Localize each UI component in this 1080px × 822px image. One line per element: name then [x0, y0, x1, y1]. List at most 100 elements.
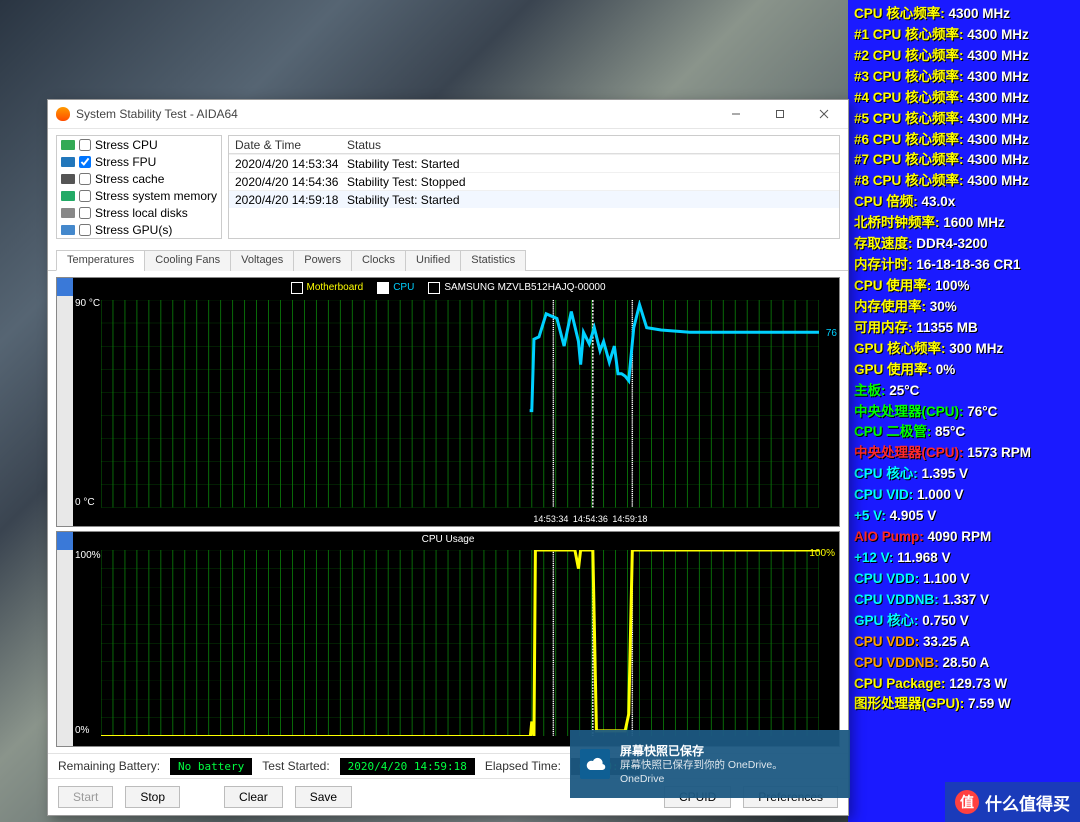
osd-row: CPU 使用率: 100% — [854, 276, 1074, 297]
onedrive-icon — [580, 749, 610, 779]
osd-row: +12 V: 11.968 V — [854, 548, 1074, 569]
stress-label: Stress FPU — [95, 155, 156, 169]
log-header[interactable]: Date & Time — [235, 138, 347, 152]
osd-row: CPU 二极管: 85°C — [854, 422, 1074, 443]
x-marker-label: 14:53:34 — [533, 514, 568, 524]
stress-options: Stress CPU Stress FPU Stress cache Stress s… — [56, 135, 222, 239]
legend-item[interactable]: CPU — [377, 282, 414, 294]
usage-min: 0% — [75, 725, 89, 736]
osd-row: CPU VDDNB: 1.337 V — [854, 590, 1074, 611]
osd-row: 存取速度: DDR4-3200 — [854, 234, 1074, 255]
osd-row: #5 CPU 核心频率: 4300 MHz — [854, 109, 1074, 130]
osd-row: CPU 倍频: 43.0x — [854, 192, 1074, 213]
tab-temperatures[interactable]: Temperatures — [56, 250, 145, 271]
save-button[interactable]: Save — [295, 786, 352, 808]
osd-row: GPU 核心: 0.750 V — [854, 611, 1074, 632]
titlebar[interactable]: System Stability Test - AIDA64 — [48, 100, 848, 129]
tab-unified[interactable]: Unified — [405, 250, 461, 271]
stress-checkbox[interactable] — [79, 224, 91, 236]
osd-row: 内存使用率: 30% — [854, 297, 1074, 318]
osd-row: GPU 使用率: 0% — [854, 360, 1074, 381]
osd-row: 主板: 25°C — [854, 381, 1074, 402]
osd-row: 中央处理器(CPU): 1573 RPM — [854, 443, 1074, 464]
legend-item[interactable]: Motherboard — [291, 282, 364, 294]
tab-cooling-fans[interactable]: Cooling Fans — [144, 250, 231, 271]
watermark-badge: 值 — [955, 790, 979, 814]
osd-row: 内存计时: 16-18-18-36 CR1 — [854, 255, 1074, 276]
clear-button[interactable]: Clear — [224, 786, 283, 808]
stress-option[interactable]: Stress cache — [57, 170, 221, 187]
current-temp-label: 76 — [826, 328, 837, 339]
temp-legend: Motherboard CPU SAMSUNG MZVLB512HAJQ-00000 — [57, 280, 839, 295]
osd-row: 北桥时钟频率: 1600 MHz — [854, 213, 1074, 234]
app-icon — [56, 107, 70, 121]
stress-option[interactable]: Stress FPU — [57, 153, 221, 170]
stress-label: Stress CPU — [95, 138, 158, 152]
osd-row: 图形处理器(GPU): 7.59 W — [854, 694, 1074, 715]
onedrive-toast[interactable]: 屏幕快照已保存 屏幕快照已保存到你的 OneDrive。OneDrive — [570, 730, 850, 798]
osd-row: CPU VDD: 33.25 A — [854, 632, 1074, 653]
osd-row: GPU 核心频率: 300 MHz — [854, 339, 1074, 360]
osd-overlay: CPU 核心频率: 4300 MHz#1 CPU 核心频率: 4300 MHz#… — [848, 0, 1080, 822]
osd-row: #6 CPU 核心频率: 4300 MHz — [854, 130, 1074, 151]
osd-row: #2 CPU 核心频率: 4300 MHz — [854, 46, 1074, 67]
osd-row: #4 CPU 核心频率: 4300 MHz — [854, 88, 1074, 109]
stress-label: Stress cache — [95, 172, 164, 186]
cpu-usage-chart: CPU Usage 100% 0% 100% — [56, 531, 840, 748]
started-label: Test Started: — [262, 759, 329, 773]
stress-option[interactable]: Stress GPU(s) — [57, 221, 221, 238]
stress-option[interactable]: Stress system memory — [57, 187, 221, 204]
tab-voltages[interactable]: Voltages — [230, 250, 294, 271]
event-log: Date & TimeStatus 2020/4/20 14:53:34Stabi… — [228, 135, 840, 239]
log-row[interactable]: 2020/4/20 14:53:34Stability Test: Starte… — [229, 154, 839, 172]
stress-option[interactable]: Stress CPU — [57, 136, 221, 153]
stop-button[interactable]: Stop — [125, 786, 180, 808]
log-row[interactable]: 2020/4/20 14:54:36Stability Test: Stoppe… — [229, 172, 839, 190]
stress-checkbox[interactable] — [79, 139, 91, 151]
x-marker-label: 14:59:18 — [612, 514, 647, 524]
stress-checkbox[interactable] — [79, 207, 91, 219]
window-title: System Stability Test - AIDA64 — [76, 107, 238, 121]
tab-clocks[interactable]: Clocks — [351, 250, 406, 271]
x-marker-label: 14:54:36 — [573, 514, 608, 524]
chart-selector[interactable] — [57, 278, 73, 526]
osd-row: CPU VID: 1.000 V — [854, 485, 1074, 506]
elapsed-label: Elapsed Time: — [485, 759, 561, 773]
toast-sub: 屏幕快照已保存到你的 OneDrive。 — [620, 759, 783, 771]
stress-label: Stress GPU(s) — [95, 223, 172, 237]
stress-label: Stress system memory — [95, 189, 217, 203]
usage-max: 100% — [75, 550, 101, 561]
started-value: 2020/4/20 14:59:18 — [340, 758, 475, 775]
log-header[interactable]: Status — [347, 138, 833, 152]
battery-label: Remaining Battery: — [58, 759, 160, 773]
osd-row: #3 CPU 核心频率: 4300 MHz — [854, 67, 1074, 88]
stress-checkbox[interactable] — [79, 190, 91, 202]
osd-row: CPU Package: 129.73 W — [854, 674, 1074, 695]
log-row[interactable]: 2020/4/20 14:59:18Stability Test: Starte… — [229, 190, 839, 208]
stress-checkbox[interactable] — [79, 156, 91, 168]
usage-title: CPU Usage — [57, 534, 839, 545]
aida64-window: System Stability Test - AIDA64 Stress CP… — [47, 99, 849, 816]
osd-row: #1 CPU 核心频率: 4300 MHz — [854, 25, 1074, 46]
stress-checkbox[interactable] — [79, 173, 91, 185]
osd-row: CPU 核心: 1.395 V — [854, 464, 1074, 485]
battery-value: No battery — [170, 758, 252, 775]
osd-row: CPU VDDNB: 28.50 A — [854, 653, 1074, 674]
tab-powers[interactable]: Powers — [293, 250, 352, 271]
y-min-label: 0 °C — [75, 497, 95, 508]
desktop: CPU 核心频率: 4300 MHz#1 CPU 核心频率: 4300 MHz#… — [0, 0, 1080, 822]
watermark-text: 什么值得买 — [985, 790, 1070, 815]
osd-row: CPU 核心频率: 4300 MHz — [854, 4, 1074, 25]
minimize-button[interactable] — [714, 100, 758, 128]
legend-item[interactable]: SAMSUNG MZVLB512HAJQ-00000 — [428, 282, 605, 294]
osd-row: #7 CPU 核心频率: 4300 MHz — [854, 150, 1074, 171]
maximize-button[interactable] — [758, 100, 802, 128]
start-button[interactable]: Start — [58, 786, 113, 808]
osd-row: CPU VDD: 1.100 V — [854, 569, 1074, 590]
osd-row: #8 CPU 核心频率: 4300 MHz — [854, 171, 1074, 192]
chart-selector-2[interactable] — [57, 532, 73, 747]
close-button[interactable] — [802, 100, 846, 128]
y-max-label: 90 °C — [75, 298, 100, 309]
stress-option[interactable]: Stress local disks — [57, 204, 221, 221]
tab-statistics[interactable]: Statistics — [460, 250, 526, 271]
